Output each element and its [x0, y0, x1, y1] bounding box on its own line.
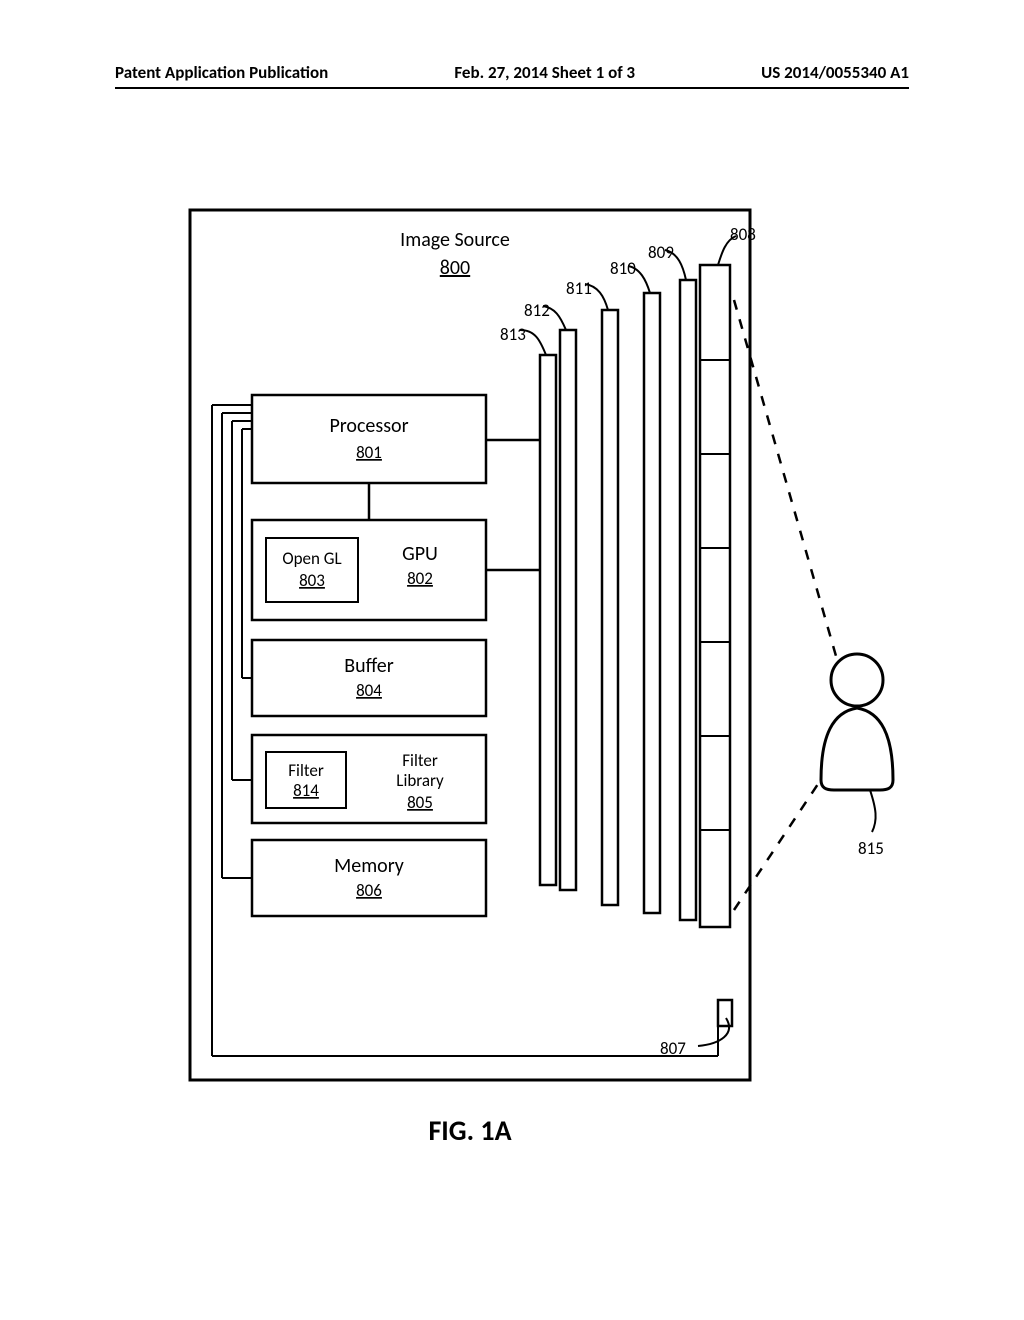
callout-812: 812 [524, 300, 550, 321]
user-leader [870, 790, 876, 832]
processor-label: Processor [329, 414, 408, 438]
layer-809 [680, 280, 696, 920]
title-num: 800 [440, 256, 470, 280]
layer-811 [602, 310, 618, 905]
outer-box [190, 210, 750, 1080]
processor-num: 801 [356, 442, 382, 463]
figure-label: FIG. 1A [428, 1113, 511, 1148]
user-icon [821, 654, 893, 790]
sensor-807 [718, 1000, 732, 1026]
callout-807: 807 [660, 1038, 686, 1059]
layer-812 [560, 330, 576, 890]
opengl-label: Open GL [282, 548, 341, 569]
buffer-label: Buffer [344, 654, 394, 678]
layer-810 [644, 293, 660, 913]
filter-label: Filter [288, 760, 324, 781]
layer-813 [540, 355, 556, 885]
filter-num: 814 [293, 780, 319, 801]
title-text: Image Source [400, 228, 510, 252]
gpu-label: GPU [402, 542, 438, 566]
memory-block [252, 840, 486, 916]
optical-stack [540, 265, 730, 927]
memory-label: Memory [334, 854, 404, 878]
gpu-num: 802 [407, 568, 433, 589]
filterlib-label: Filter [402, 750, 438, 771]
processor-block [252, 395, 486, 483]
layer-808 [700, 265, 730, 927]
bus-lines [212, 405, 718, 1056]
buffer-num: 804 [356, 680, 382, 701]
memory-num: 806 [356, 880, 382, 901]
opengl-num: 803 [299, 570, 325, 591]
callout-811: 811 [566, 278, 592, 299]
filterlib-num: 805 [407, 792, 433, 813]
callout-809: 809 [648, 242, 674, 263]
callout-815: 815 [858, 838, 884, 859]
buffer-block [252, 640, 486, 716]
callout-813: 813 [500, 324, 526, 345]
callout-810: 810 [610, 258, 636, 279]
filterlib-label2: Library [396, 770, 444, 791]
gpu-block [252, 520, 486, 620]
callout-808: 808 [730, 224, 756, 245]
filterlib-block [252, 735, 486, 823]
diagram-svg: Image Source 800 Processor 801 GPU 802 O… [0, 0, 1024, 1320]
